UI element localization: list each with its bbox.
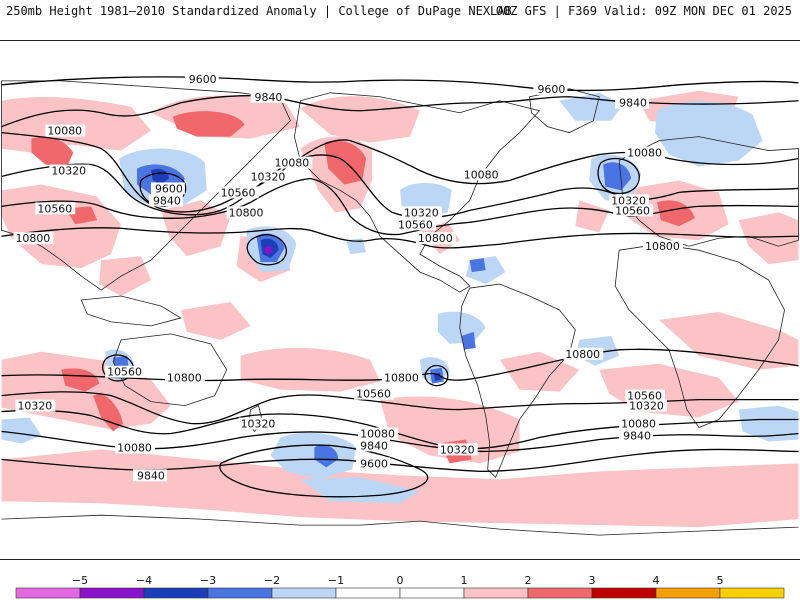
europe-outline bbox=[618, 136, 799, 247]
label-10320: 10320 bbox=[404, 206, 439, 219]
colorbar-tick-label: 3 bbox=[589, 574, 596, 587]
label-9840: 9840 bbox=[360, 439, 388, 452]
colorbar-box bbox=[591, 587, 657, 599]
contour-9600-south bbox=[219, 444, 429, 498]
colorbar-tick-label: 1 bbox=[461, 574, 468, 587]
contour-10560-cutoff-indian bbox=[102, 354, 134, 382]
label-10080: 10080 bbox=[621, 418, 656, 431]
label-10080: 10080 bbox=[627, 147, 662, 160]
colorbar-box bbox=[143, 587, 209, 599]
contour-9600-north bbox=[1, 76, 799, 92]
label-10080: 10080 bbox=[274, 157, 309, 170]
colorbar-box bbox=[399, 587, 465, 599]
contour-10560-cutoff-pacific bbox=[246, 234, 288, 266]
label-10320: 10320 bbox=[251, 170, 286, 183]
contour-9840-south bbox=[1, 448, 799, 472]
colorbar-tick-label: −1 bbox=[328, 574, 344, 587]
label-10560: 10560 bbox=[107, 366, 142, 379]
colorbar-boxes bbox=[15, 587, 785, 599]
colorbar-tick-label: 2 bbox=[525, 574, 532, 587]
north-america-outline bbox=[294, 92, 541, 293]
colorbar-tick-label: 0 bbox=[397, 574, 404, 587]
label-10560: 10560 bbox=[615, 204, 650, 217]
colorbar-box bbox=[207, 587, 273, 599]
label-10320: 10320 bbox=[629, 400, 664, 413]
contour-10800-cutoff-south-pacific bbox=[424, 364, 449, 387]
label-10800: 10800 bbox=[15, 232, 50, 245]
label-9840: 9840 bbox=[137, 469, 165, 482]
colorbar-ticks: −5 −4 −3 −2 −1 0 1 2 3 4 5 bbox=[72, 574, 724, 587]
contour-labels: 9600 9600 9840 9840 10080 10080 10080 10… bbox=[13, 73, 683, 482]
label-10320: 10320 bbox=[51, 164, 86, 177]
colorbar-box bbox=[527, 587, 593, 599]
label-9600: 9600 bbox=[155, 182, 183, 195]
antarctica-outline bbox=[1, 514, 799, 536]
label-10800: 10800 bbox=[418, 232, 453, 245]
label-10800: 10800 bbox=[384, 372, 419, 385]
contour-10800-north bbox=[1, 227, 799, 249]
label-10320: 10320 bbox=[17, 400, 52, 413]
label-10800: 10800 bbox=[167, 372, 202, 385]
colorbar-box bbox=[271, 587, 337, 599]
colorbar-tick-label: 5 bbox=[717, 574, 724, 587]
label-10560: 10560 bbox=[37, 202, 72, 215]
label-10800: 10800 bbox=[645, 240, 680, 253]
label-10560: 10560 bbox=[221, 186, 256, 199]
label-10560: 10560 bbox=[398, 218, 433, 231]
colorbar-box bbox=[655, 587, 721, 599]
colorbar-tick-label: −5 bbox=[72, 574, 88, 587]
colorbar-box bbox=[463, 587, 529, 599]
label-10320: 10320 bbox=[440, 443, 475, 456]
contour-10320-south bbox=[1, 409, 799, 450]
label-10080: 10080 bbox=[464, 168, 499, 181]
label-10320: 10320 bbox=[241, 418, 276, 431]
colorbar-tick-label: −2 bbox=[264, 574, 280, 587]
label-10080: 10080 bbox=[47, 125, 82, 138]
label-10800: 10800 bbox=[229, 206, 264, 219]
colorbar-box bbox=[719, 587, 785, 599]
label-10320: 10320 bbox=[611, 194, 646, 207]
colorbar-tick-label: −3 bbox=[200, 574, 216, 587]
colorbar-box bbox=[15, 587, 81, 599]
south-america-outline bbox=[459, 283, 576, 479]
label-9840: 9840 bbox=[255, 91, 283, 104]
label-9840: 9840 bbox=[623, 429, 651, 442]
strong-positive-anomaly bbox=[31, 111, 695, 464]
label-9600: 9600 bbox=[189, 73, 217, 86]
colorbar-box bbox=[335, 587, 401, 599]
label-10800: 10800 bbox=[565, 348, 600, 361]
anomaly-colorbar: −5 −4 −3 −2 −1 0 1 2 3 4 5 bbox=[15, 574, 785, 599]
label-10080: 10080 bbox=[117, 441, 152, 454]
anomaly-map: 9600 9600 9840 9840 10080 10080 10080 10… bbox=[0, 40, 800, 560]
label-10560: 10560 bbox=[627, 390, 662, 403]
colorbar-box bbox=[79, 587, 145, 599]
label-9840: 9840 bbox=[153, 194, 181, 207]
label-9600: 9600 bbox=[360, 457, 388, 470]
run-info: 00Z GFS | F369 Valid: 09Z MON DEC 01 202… bbox=[495, 4, 792, 18]
africa-outline bbox=[614, 243, 785, 428]
label-10080: 10080 bbox=[360, 427, 395, 440]
contour-10800-south bbox=[1, 348, 799, 382]
label-9600: 9600 bbox=[537, 83, 565, 96]
indonesia-outline bbox=[80, 295, 182, 327]
colorbar-tick-label: −4 bbox=[136, 574, 152, 587]
label-9840: 9840 bbox=[619, 97, 647, 110]
colorbar-tick-label: 4 bbox=[653, 574, 660, 587]
contour-10080-cutoff-atlantic bbox=[597, 157, 640, 195]
map-title: 250mb Height 1981–2010 Standardized Anom… bbox=[6, 4, 512, 18]
label-10560: 10560 bbox=[356, 388, 391, 401]
